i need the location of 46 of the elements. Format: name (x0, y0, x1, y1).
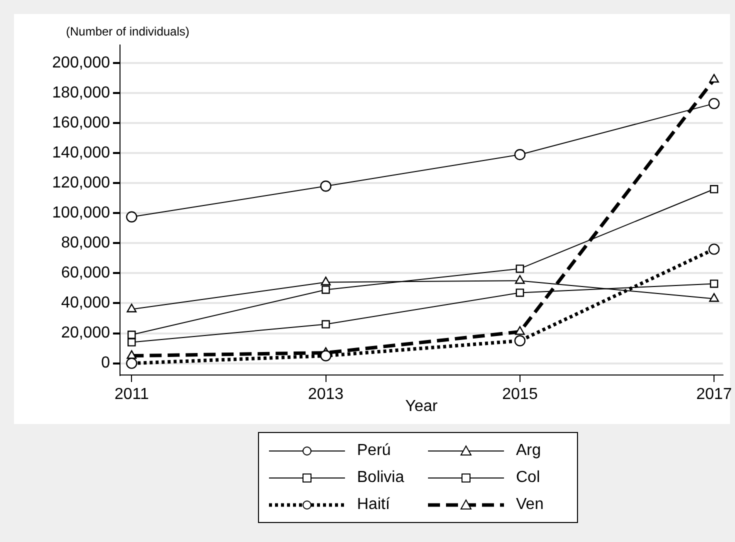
y-tick-label: 0 (101, 354, 110, 372)
x-axis-title: Year (405, 398, 438, 415)
y-tick-label: 200,000 (52, 54, 110, 72)
point (708, 244, 720, 255)
point (710, 184, 718, 194)
x-tick-label: 2017 (696, 386, 732, 404)
x-tick-label: 2015 (502, 386, 538, 404)
y-tick-label: 120,000 (52, 174, 110, 192)
x-tick-label: 2011 (114, 386, 149, 404)
point (709, 293, 719, 302)
point (320, 276, 331, 286)
point (128, 338, 136, 346)
point (126, 211, 138, 223)
point (126, 350, 137, 359)
point (516, 288, 524, 297)
point (516, 264, 524, 273)
point (320, 180, 332, 192)
y-tick-label: 80,000 (61, 234, 110, 252)
y-tick-label: 180,000 (52, 84, 110, 102)
y-tick-label: 20,000 (61, 324, 110, 342)
y-axis-title: (Number of individuals) (66, 24, 190, 38)
point (128, 330, 136, 339)
point (710, 280, 718, 288)
legend-label: Col (516, 468, 540, 486)
point (322, 320, 330, 328)
y-tick-label: 100,000 (52, 204, 110, 222)
y-tick-label: 40,000 (61, 294, 110, 312)
point (322, 286, 330, 294)
point (708, 98, 720, 110)
point (514, 326, 525, 335)
point (514, 335, 526, 346)
legend-label: Haití (357, 496, 390, 514)
legend-label: Ven (516, 496, 544, 514)
point (709, 74, 719, 83)
point (514, 275, 525, 284)
legend-label: Arg (516, 442, 541, 460)
legend-label: Perú (357, 442, 391, 460)
y-tick-label: 140,000 (52, 144, 110, 162)
legend-label: Bolivia (357, 468, 404, 486)
y-tick-label: 60,000 (61, 264, 110, 282)
point (126, 304, 137, 312)
point (320, 350, 332, 362)
point (126, 358, 138, 369)
point (514, 149, 526, 160)
x-tick-label: 2013 (308, 386, 344, 404)
y-tick-label: 160,000 (52, 114, 110, 132)
